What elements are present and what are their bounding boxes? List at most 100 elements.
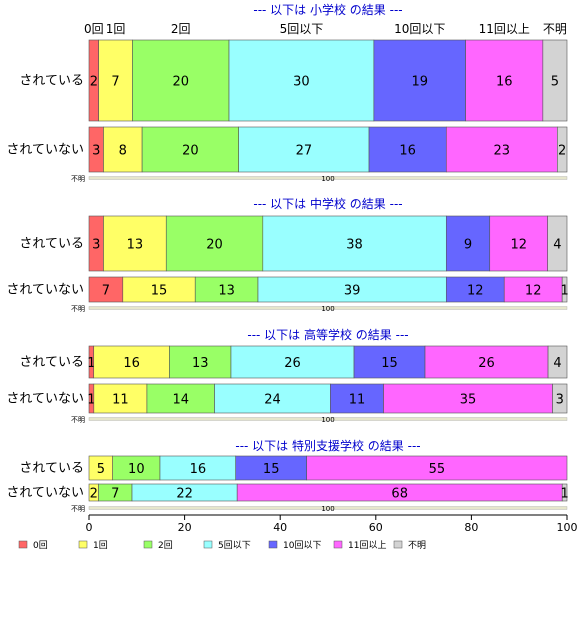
bar-segment: [465, 39, 544, 122]
bar-segment: [330, 383, 384, 414]
aux-bar-label: 不明: [71, 305, 85, 313]
x-tick-label: 20: [178, 521, 192, 534]
data-label: 19: [411, 75, 428, 90]
data-label: 3: [556, 393, 564, 408]
data-label: 1: [87, 393, 95, 408]
data-label: 1: [560, 487, 568, 502]
data-label: 3: [92, 144, 100, 159]
data-label: 27: [296, 144, 313, 159]
legend-label: 不明: [408, 540, 426, 551]
bar-segment: [306, 455, 568, 481]
data-label: 22: [176, 487, 193, 502]
data-label: 4: [553, 238, 561, 253]
data-label: 12: [467, 284, 484, 299]
data-label: 13: [218, 284, 235, 299]
row-label: されていない: [6, 143, 84, 158]
bar-segment: [368, 126, 447, 173]
data-label: 1: [560, 284, 568, 299]
data-label: 12: [510, 238, 527, 253]
bar-segment: [235, 455, 308, 481]
bar-segment: [503, 276, 563, 303]
legend-swatch: [143, 540, 153, 549]
bar-segment: [93, 383, 148, 414]
category-header: 1回: [106, 22, 126, 36]
aux-bar-value: 100: [321, 305, 334, 313]
data-label: 35: [460, 393, 477, 408]
category-header: 11回以上: [479, 22, 530, 36]
aux-bar: [88, 306, 568, 310]
data-label: 16: [399, 144, 416, 159]
aux-bar-value: 100: [321, 416, 334, 424]
data-label: 2: [558, 144, 566, 159]
bar-segment: [547, 215, 568, 272]
legend-label: 11回以上: [348, 540, 386, 551]
x-tick-label: 0: [86, 521, 93, 534]
data-label: 20: [172, 75, 189, 90]
row-label: されていない: [6, 392, 84, 407]
data-label: 7: [111, 75, 119, 90]
legend-swatch: [78, 540, 88, 549]
aux-bar: [88, 506, 568, 510]
bar-segment: [159, 455, 237, 481]
data-label: 11: [349, 393, 366, 408]
data-label: 13: [192, 356, 209, 371]
x-tick-label: 100: [557, 521, 578, 534]
bar-segment: [122, 276, 196, 303]
aux-bar: [88, 417, 568, 421]
data-label: 11: [112, 393, 129, 408]
panel-title: --- 以下は 中学校 の結果 ---: [253, 196, 402, 211]
data-label: 15: [151, 284, 168, 299]
x-tick-label: 40: [273, 521, 287, 534]
data-label: 8: [119, 144, 127, 159]
bar-segment: [165, 215, 264, 272]
data-label: 5: [97, 462, 105, 477]
data-label: 10: [128, 462, 145, 477]
data-label: 68: [391, 487, 408, 502]
bar-segment: [424, 345, 549, 379]
bar-segment: [262, 215, 447, 272]
bar-segment: [445, 276, 505, 303]
bar-segment: [489, 215, 548, 272]
x-tick-label: 60: [369, 521, 383, 534]
bar-segment: [445, 126, 558, 173]
row-label: されている: [19, 74, 84, 89]
bar-segment: [557, 126, 568, 173]
aux-bar: [88, 176, 568, 180]
data-label: 16: [496, 75, 513, 90]
data-label: 20: [182, 144, 199, 159]
aux-bar-label: 不明: [71, 416, 85, 424]
data-label: 7: [111, 487, 119, 502]
legend-label: 5回以下: [218, 540, 251, 551]
bar-segment: [103, 126, 143, 173]
bar-segment: [561, 483, 568, 502]
row-label: されていない: [6, 283, 84, 298]
category-header: 不明: [543, 22, 567, 36]
bar-segment: [552, 383, 568, 414]
data-label: 24: [264, 393, 281, 408]
row-label: されている: [19, 237, 84, 252]
bar-segment: [561, 276, 568, 303]
panel-title: --- 以下は 特別支援学校 の結果 ---: [235, 438, 420, 453]
aux-bar-label: 不明: [71, 505, 85, 513]
data-label: 5: [551, 75, 559, 90]
bar-segment: [373, 39, 466, 122]
legend-swatch: [203, 540, 213, 549]
bar-segment: [353, 345, 426, 379]
bar-segment: [141, 126, 239, 173]
data-label: 30: [293, 75, 310, 90]
data-label: 55: [429, 462, 446, 477]
panel-title: --- 以下は 小学校 の結果 ---: [253, 2, 402, 17]
aux-bar-label: 不明: [71, 175, 85, 183]
bar-segment: [93, 345, 170, 379]
bar-segment: [257, 276, 447, 303]
legend-label: 0回: [33, 540, 48, 551]
legend-swatch: [268, 540, 278, 549]
data-label: 3: [92, 238, 100, 253]
data-label: 4: [553, 356, 561, 371]
bar-segment: [547, 345, 568, 379]
x-tick-label: 80: [464, 521, 478, 534]
data-label: 23: [494, 144, 511, 159]
legend-label: 10回以下: [283, 540, 321, 551]
aux-bar-value: 100: [321, 505, 334, 513]
